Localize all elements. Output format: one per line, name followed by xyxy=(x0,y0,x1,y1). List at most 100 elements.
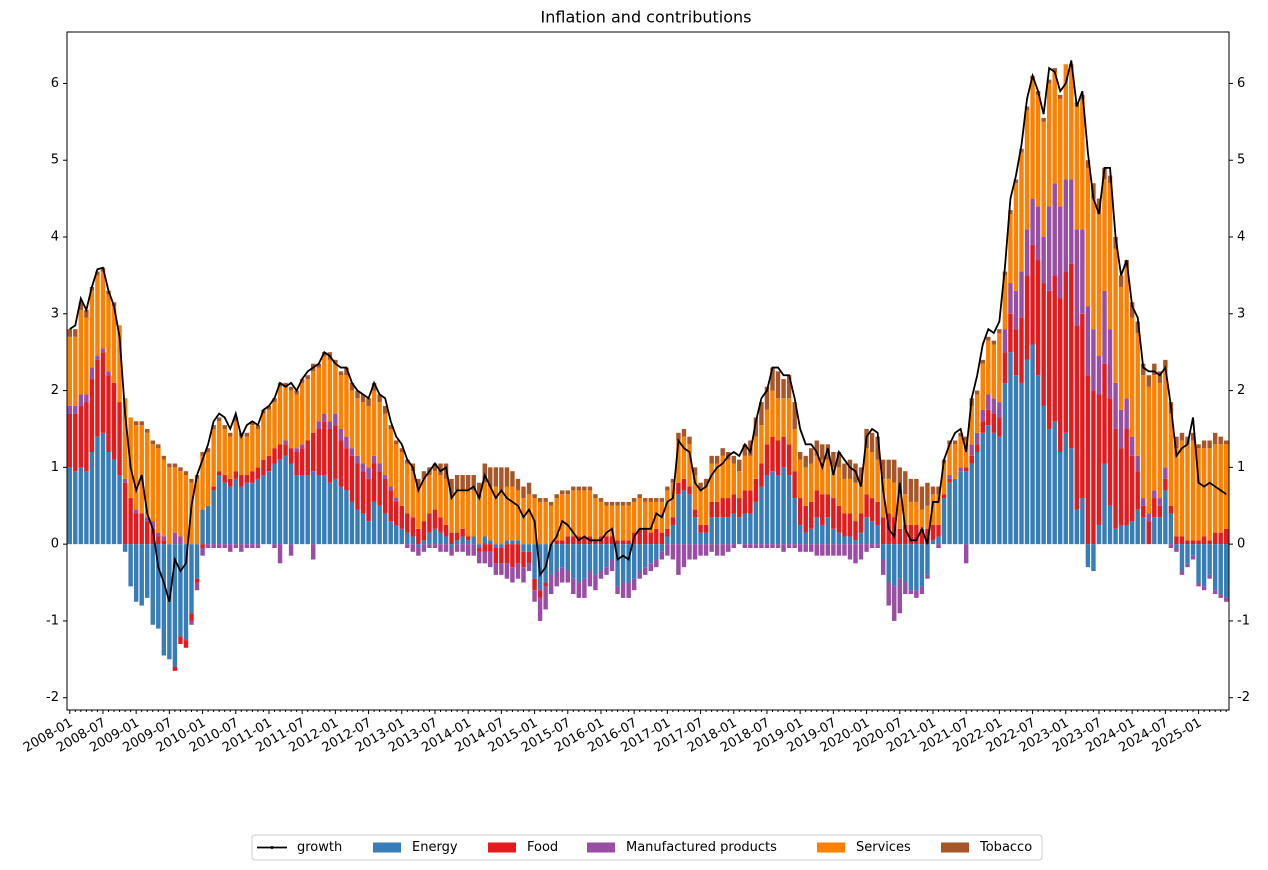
bar xyxy=(1196,444,1201,449)
bar xyxy=(1035,375,1041,545)
bar xyxy=(416,528,421,545)
bar xyxy=(615,544,620,587)
bar xyxy=(1152,498,1157,518)
bar xyxy=(183,471,189,476)
bar xyxy=(1201,440,1207,449)
bar xyxy=(394,498,399,502)
bar xyxy=(963,436,969,441)
bar xyxy=(1069,448,1074,545)
bar xyxy=(211,428,216,487)
bar xyxy=(1124,428,1129,525)
bar xyxy=(980,363,985,410)
bar xyxy=(709,501,714,518)
bar xyxy=(941,494,947,499)
bar xyxy=(1207,574,1212,579)
bar xyxy=(200,452,205,456)
bar xyxy=(1013,290,1019,330)
bar xyxy=(1074,229,1080,326)
bar xyxy=(1030,344,1035,545)
bar xyxy=(377,471,382,506)
bar xyxy=(620,544,626,583)
bar xyxy=(593,494,598,499)
bar xyxy=(781,436,786,468)
bar xyxy=(95,359,100,437)
bar xyxy=(831,452,836,468)
bar xyxy=(1163,478,1168,491)
bar xyxy=(842,463,847,479)
bar xyxy=(737,471,742,499)
bar xyxy=(831,528,836,545)
bar xyxy=(565,494,570,537)
bar xyxy=(1118,409,1124,449)
bar xyxy=(997,436,1002,545)
bar xyxy=(698,532,703,545)
bar xyxy=(770,390,775,437)
bar xyxy=(272,398,277,403)
bar xyxy=(565,536,570,545)
bar xyxy=(1141,363,1146,376)
bar xyxy=(1135,455,1140,472)
bar xyxy=(869,521,875,545)
bar xyxy=(493,486,499,545)
bar xyxy=(228,478,233,487)
bar xyxy=(554,571,559,587)
bar xyxy=(687,544,692,560)
bar xyxy=(908,478,914,502)
bar xyxy=(493,563,499,575)
bar xyxy=(1152,517,1157,545)
bar xyxy=(178,536,183,545)
bar xyxy=(809,463,814,502)
bar xyxy=(526,494,532,545)
bar xyxy=(111,459,117,545)
bar xyxy=(133,509,139,514)
bar xyxy=(692,544,698,560)
bar xyxy=(183,475,189,545)
bar xyxy=(1035,206,1041,261)
bar xyxy=(1024,275,1030,360)
bar xyxy=(1080,229,1085,314)
bar xyxy=(493,547,499,564)
bar xyxy=(233,417,238,422)
bar xyxy=(443,524,449,537)
y2-tick-label: -2 xyxy=(1237,690,1250,705)
bar xyxy=(1107,175,1113,184)
bar xyxy=(681,544,687,568)
bar xyxy=(643,544,648,568)
bar xyxy=(322,475,327,545)
bar xyxy=(742,455,748,491)
bar xyxy=(560,494,565,541)
bar xyxy=(975,394,980,433)
bar xyxy=(504,544,510,564)
bar xyxy=(609,544,615,560)
bar xyxy=(1224,444,1229,529)
bar xyxy=(609,505,615,537)
bar xyxy=(255,544,261,548)
bar xyxy=(394,524,399,545)
bar xyxy=(676,432,681,441)
bar xyxy=(1201,448,1207,537)
bar xyxy=(399,528,404,545)
bar xyxy=(333,425,338,479)
bar xyxy=(255,428,261,468)
bar xyxy=(903,544,908,583)
bar xyxy=(742,544,748,548)
bar xyxy=(150,521,155,529)
bar xyxy=(460,536,465,545)
bar xyxy=(416,486,421,529)
bar xyxy=(786,475,792,545)
bar xyxy=(460,528,465,537)
bar xyxy=(1168,505,1174,514)
bar xyxy=(454,540,460,545)
bar xyxy=(908,590,914,595)
bar xyxy=(781,467,786,545)
bar xyxy=(980,421,985,433)
bar xyxy=(200,455,205,510)
bar xyxy=(814,455,819,491)
bar xyxy=(571,536,576,545)
bar xyxy=(604,536,609,545)
bar xyxy=(465,490,471,537)
bar xyxy=(200,544,205,548)
bar xyxy=(216,544,222,548)
bar xyxy=(122,478,128,483)
bar xyxy=(654,498,659,502)
